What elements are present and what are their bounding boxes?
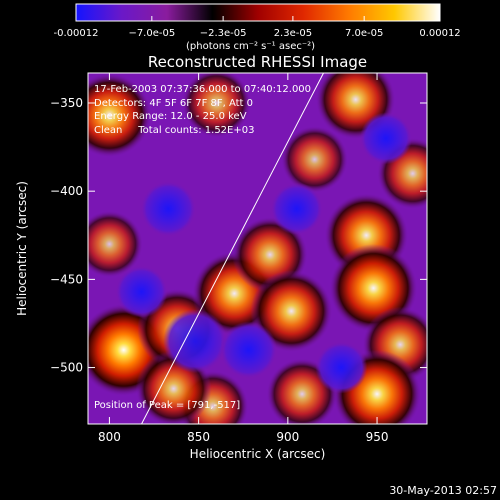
bright-source (88, 73, 152, 158)
colorbar-tick-label: 2.3e-05 (274, 28, 312, 39)
colorbar-tick-label: −2.3e-05 (200, 28, 247, 39)
negative-source (220, 321, 278, 379)
x-tick-label: 800 (98, 430, 121, 444)
negative-source (359, 112, 412, 165)
plot-frame (87, 72, 428, 425)
negative-source (270, 182, 323, 235)
annotation-energy-range: Energy Range: 12.0 - 25.0 keV (94, 111, 247, 122)
chart-title: Reconstructed RHESSI Image (148, 53, 367, 71)
bright-source (250, 270, 333, 353)
colorbar-tick-label: 7.0e-05 (345, 28, 383, 39)
x-tick-label: 900 (276, 430, 299, 444)
y-tick-label: −400 (50, 184, 83, 198)
plot-area (88, 73, 427, 424)
solar-limb-line (141, 73, 324, 424)
x-tick-label: 850 (187, 430, 210, 444)
colorbar-ticks: -0.00012 −7.0e-05 −2.3e-05 2.3e-05 7.0e-05 0.… (54, 16, 461, 39)
annotation-clean-counts: Clean Total counts: 1.52E+03 (94, 125, 254, 136)
negative-source (140, 181, 196, 237)
bright-source (88, 210, 143, 278)
bright-source (281, 125, 349, 193)
annotation-time-range: 17-Feb-2003 07:37:36.000 to 07:40:12.000 (94, 84, 311, 95)
y-tick-label: −350 (50, 96, 83, 110)
colorbar-unit-label: (photons cm⁻² s⁻¹ asec⁻²) (186, 41, 315, 52)
negative-source (315, 341, 368, 394)
colorbar (75, 3, 441, 22)
y-axis-label: Heliocentric Y (arcsec) (15, 181, 29, 316)
bright-source (181, 73, 252, 138)
y-tick-label: −450 (50, 272, 83, 286)
y-axis-ticks: −350 −400 −450 −500 (50, 96, 427, 375)
x-tick-label: 950 (366, 430, 389, 444)
negative-source (163, 309, 228, 374)
x-axis-label: Heliocentric X (arcsec) (190, 447, 326, 461)
colorbar-tick-label: −7.0e-05 (128, 28, 175, 39)
colorbar-tick-label: 0.00012 (419, 28, 460, 39)
footer-timestamp: 30-May-2013 02:57 (389, 484, 497, 497)
colorbar-tick-label: -0.00012 (54, 28, 99, 39)
heatmap-sources (88, 73, 427, 424)
annotation-detectors: Detectors: 4F 5F 6F 7F 8F, Att 0 (94, 98, 253, 109)
negative-source (115, 265, 168, 318)
x-axis-ticks: 800 850 900 950 (98, 73, 389, 444)
y-tick-label: −500 (50, 361, 83, 375)
annotation-peak-position: Position of Peak = [791,-517] (94, 400, 240, 411)
